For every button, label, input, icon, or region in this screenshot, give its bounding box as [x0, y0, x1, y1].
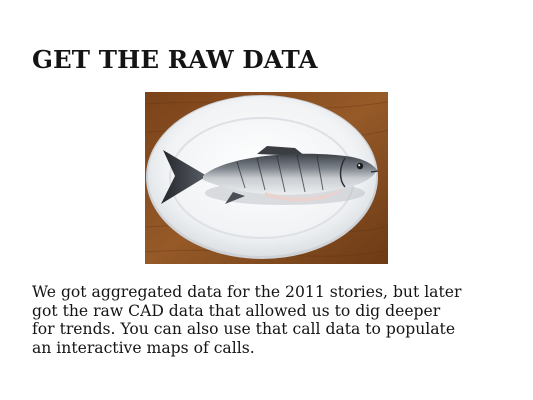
slide-title: GET THE RAW DATA — [32, 45, 318, 74]
fish — [161, 146, 379, 205]
body-line: We got aggregated data for the 2011 stor… — [32, 283, 462, 301]
body-line: an interactive maps of calls. — [32, 338, 255, 357]
body-text: We got aggregated data for the 2011 stor… — [32, 283, 512, 357]
fish-photo — [145, 92, 388, 264]
body-line: got the raw CAD data that allowed us to … — [32, 301, 441, 320]
body-line: for trends. You can also use that call d… — [32, 320, 456, 338]
